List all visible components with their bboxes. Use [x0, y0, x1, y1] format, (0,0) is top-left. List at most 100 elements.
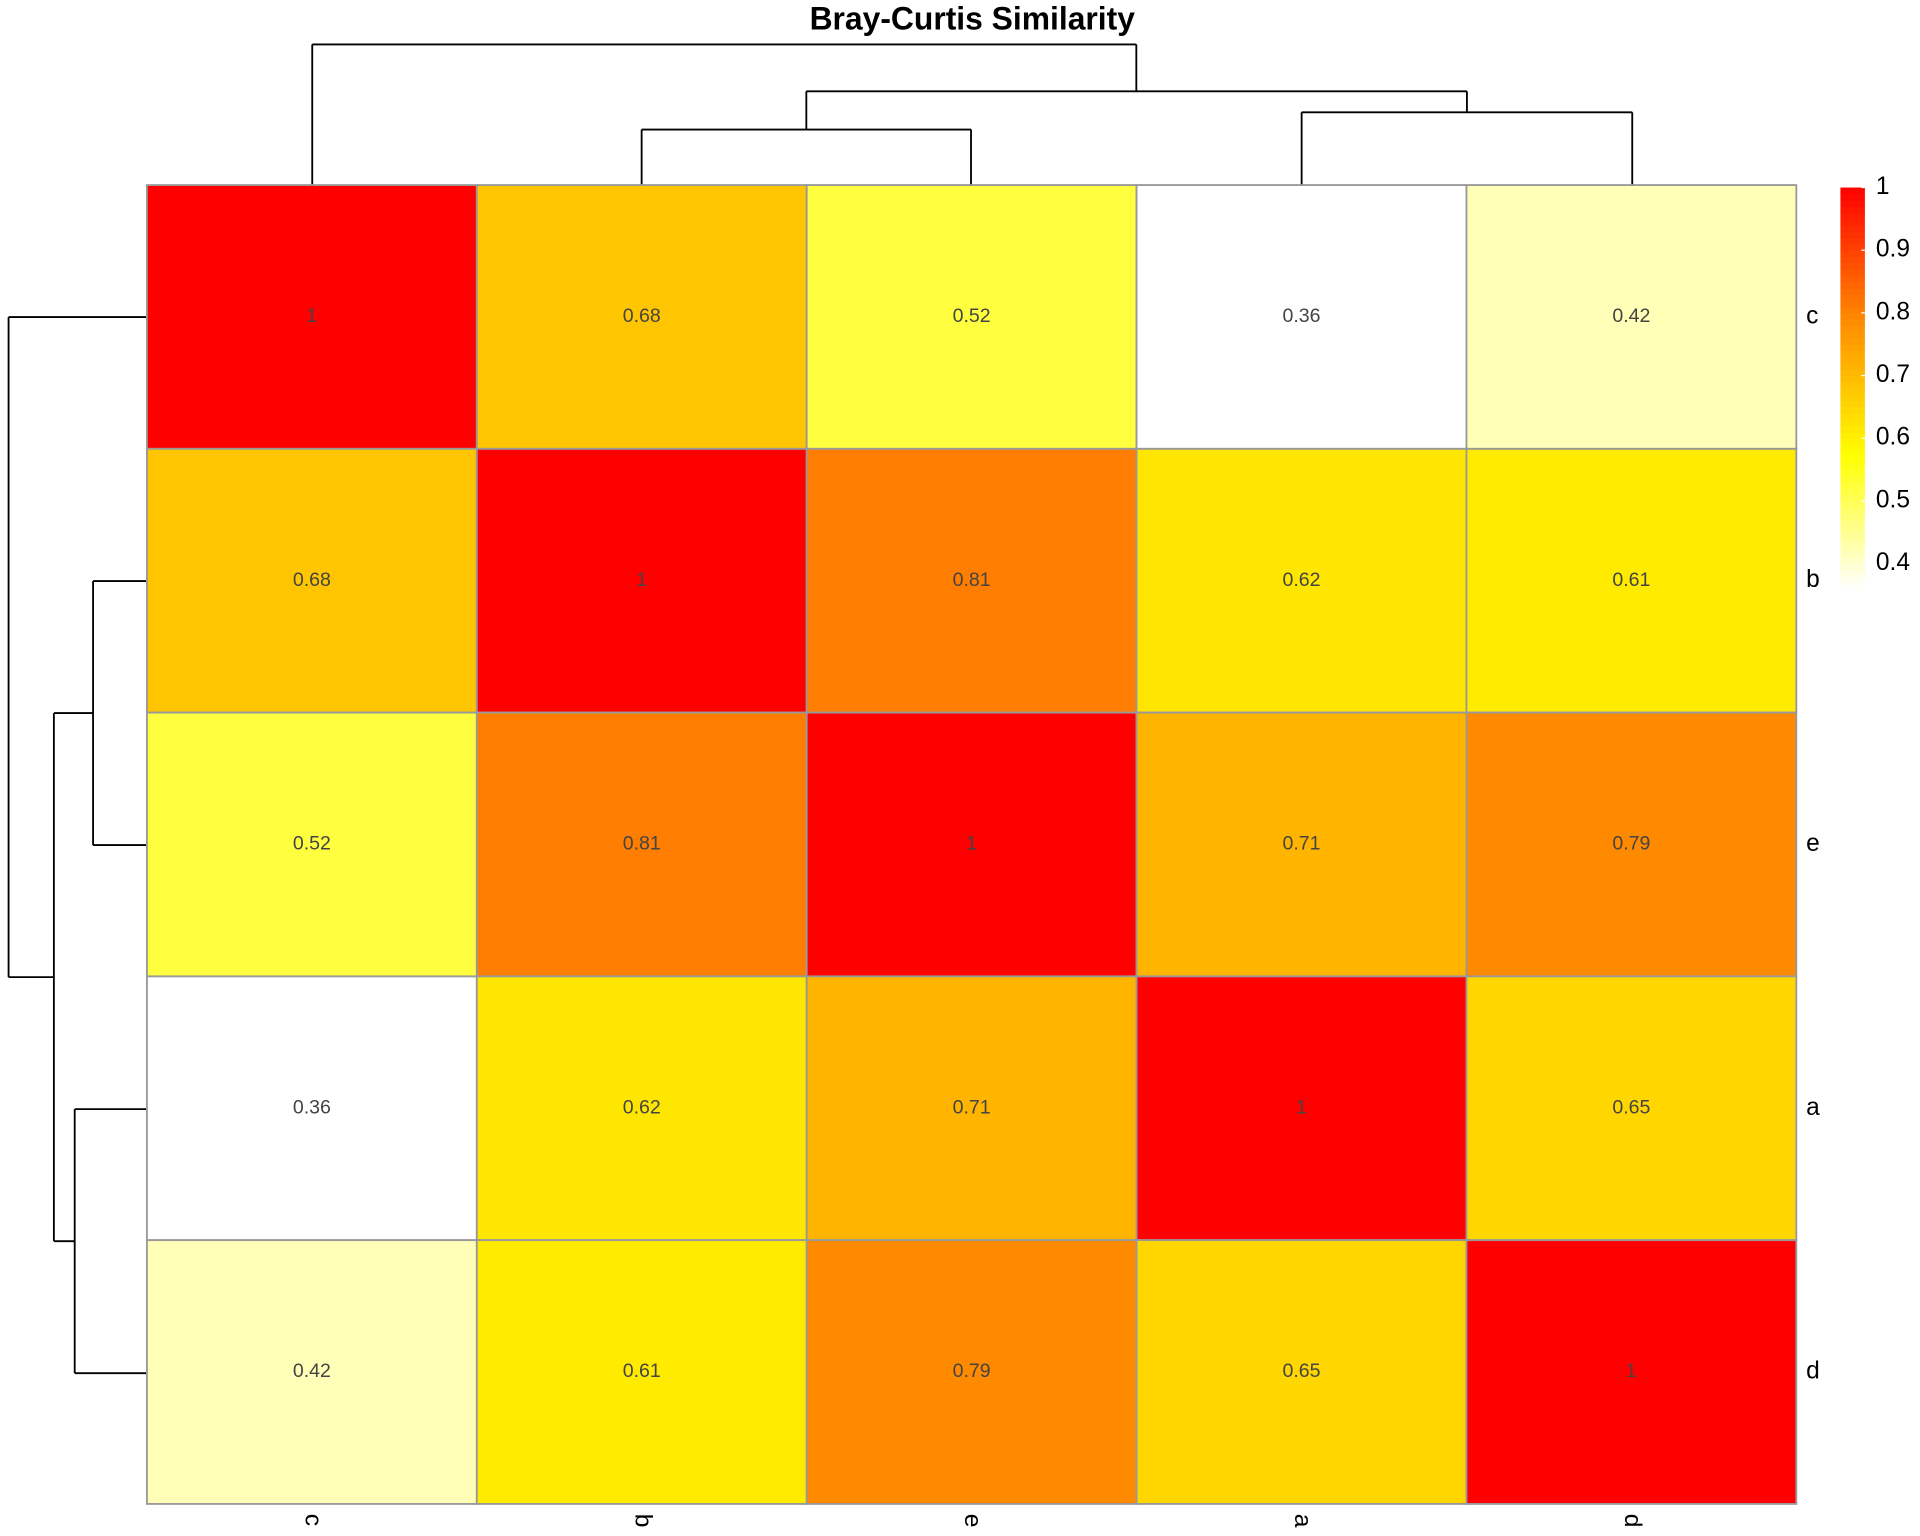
heatmap-cell [475, 447, 808, 714]
cell-label: 0.42 [293, 1360, 331, 1382]
colorbar-segment [1840, 275, 1865, 283]
heatmap-cell [805, 975, 1138, 1242]
heatmap-cell [1135, 184, 1468, 450]
heatmap-cell [475, 711, 808, 978]
heatmap-cell [805, 447, 1138, 714]
colorbar-segment [1840, 431, 1865, 439]
column-label: c [299, 1514, 326, 1526]
row-label: c [1806, 302, 1818, 329]
heatmap-cell [1135, 1239, 1468, 1505]
colorbar-segment [1840, 312, 1865, 320]
colorbar-tick-label: 0.5 [1876, 486, 1910, 513]
cell-label: 0.52 [293, 833, 331, 855]
cell-label: 0.81 [953, 569, 991, 591]
row-label: e [1806, 830, 1820, 857]
colorbar-segment [1840, 256, 1865, 264]
cell-label: 1 [1626, 1360, 1637, 1382]
cell-label: 1 [1296, 1096, 1307, 1118]
cell-label: 0.65 [1282, 1360, 1320, 1382]
colorbar-segment [1840, 425, 1865, 433]
colorbar-segment [1840, 231, 1865, 239]
heatmap-cell [146, 184, 478, 450]
colorbar-tick-label: 0.7 [1876, 361, 1910, 388]
colorbar-segment [1840, 344, 1865, 352]
cell-label: 0.68 [623, 305, 661, 327]
cell-label: 1 [306, 305, 317, 327]
colorbar-segment [1840, 350, 1865, 358]
colorbar-segment [1840, 193, 1865, 201]
colorbar-segment [1840, 394, 1865, 402]
heatmap-cell [1465, 711, 1798, 978]
colorbar-segment [1840, 281, 1865, 289]
colorbar-segment [1840, 419, 1865, 427]
colorbar-segment [1840, 463, 1865, 471]
colorbar-segment [1840, 475, 1865, 483]
row-label: a [1806, 1094, 1820, 1121]
colorbar-segment [1840, 369, 1865, 377]
colorbar-segment [1840, 237, 1865, 245]
colorbar-segment [1840, 218, 1865, 226]
colorbar-segment [1840, 200, 1865, 207]
column-label: b [629, 1514, 656, 1528]
colorbar-segment [1840, 363, 1865, 370]
colorbar-segment [1840, 187, 1865, 195]
heatmap-cell [805, 711, 1138, 978]
heatmap-cell [146, 975, 478, 1242]
colorbar-segment [1840, 375, 1865, 383]
colorbar-segment [1840, 250, 1865, 258]
cell-label: 0.42 [1612, 305, 1650, 327]
colorbar-segment [1840, 525, 1865, 533]
heatmap-cell [1465, 184, 1798, 450]
heatmap-cell [805, 184, 1138, 450]
colorbar-segment [1840, 538, 1865, 546]
colorbar-segment [1840, 381, 1865, 389]
colorbar-segment [1840, 482, 1865, 489]
colorbar-tick-label: 0.9 [1876, 236, 1910, 263]
chart-title: Bray-Curtis Similarity [810, 0, 1136, 36]
cell-label: 0.36 [293, 1096, 331, 1118]
colorbar-segment [1840, 331, 1865, 339]
cell-label: 0.71 [953, 1096, 991, 1118]
colorbar-segment [1840, 576, 1865, 583]
cell-label: 0.52 [953, 305, 991, 327]
heatmap-cell [146, 711, 478, 978]
colorbar-segment [1840, 212, 1865, 220]
colorbar-segment [1840, 300, 1865, 308]
colorbar-segment [1840, 356, 1865, 364]
colorbar-segment [1840, 262, 1865, 270]
cell-label: 0.61 [1612, 569, 1650, 591]
row-label: d [1806, 1357, 1820, 1384]
colorbar-segment [1840, 325, 1865, 333]
colorbar-segment [1840, 406, 1865, 414]
colorbar-segment [1840, 513, 1865, 521]
colorbar-tick-label: 1 [1876, 173, 1890, 200]
heatmap-cell [805, 1239, 1138, 1505]
heatmap-cell [146, 447, 478, 714]
heatmap-cell [1135, 711, 1468, 978]
column-label: e [959, 1514, 986, 1528]
colorbar-segment [1840, 206, 1865, 214]
column-label: d [1619, 1514, 1646, 1528]
cell-label: 1 [636, 569, 647, 591]
heatmap-cell [1465, 1239, 1798, 1505]
colorbar-segment [1840, 225, 1865, 233]
colorbar-tick-label: 0.4 [1876, 549, 1910, 576]
colorbar-segment [1840, 450, 1865, 458]
colorbar-segment [1840, 243, 1865, 251]
colorbar-segment [1840, 563, 1865, 571]
colorbar-segment [1840, 582, 1865, 590]
heatmap-cell [1135, 447, 1468, 714]
colorbar-tick-label: 0.6 [1876, 424, 1910, 451]
colorbar-segment [1840, 457, 1865, 464]
colorbar-segment [1840, 438, 1865, 446]
heatmap-cell [1465, 975, 1798, 1242]
cell-label: 0.71 [1282, 833, 1320, 855]
colorbar-segment [1840, 494, 1865, 502]
colorbar-segment [1840, 306, 1865, 314]
cell-label: 0.68 [293, 569, 331, 591]
colorbar-segment [1840, 488, 1865, 496]
cell-label: 0.79 [1612, 833, 1650, 855]
heatmap-cell [1465, 447, 1798, 714]
